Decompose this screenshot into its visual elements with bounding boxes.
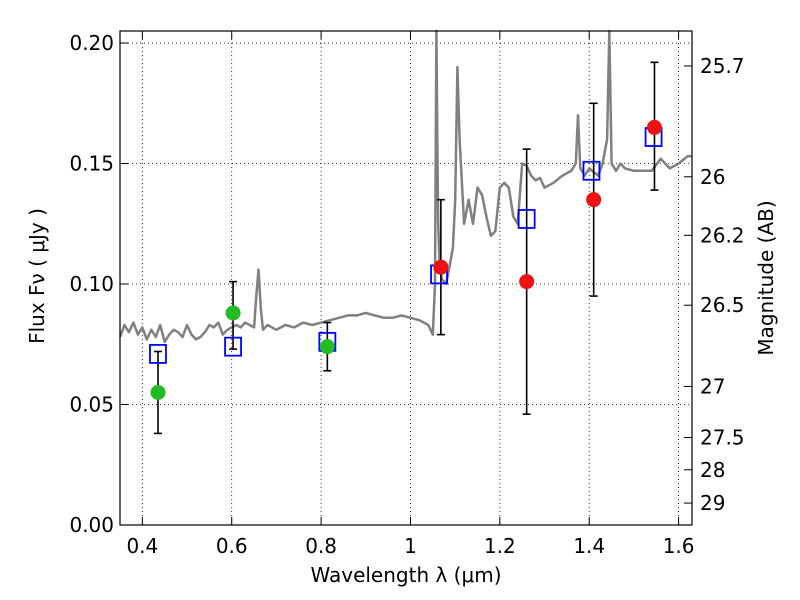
y-tick-label: 0.15 (69, 152, 114, 176)
observed-flux-points (150, 119, 662, 400)
y-axis-ticks: 0.00 0.05 0.10 0.15 0.20 (69, 31, 128, 537)
y-tick-label: 0.10 (69, 272, 114, 296)
model-flux-square (149, 344, 167, 364)
x-axis-ticks: 0.4 0.6 0.8 1 1.2 1.4 1.6 (126, 31, 695, 558)
model-flux-square (582, 160, 601, 181)
y-tick-label: 0.05 (69, 393, 114, 417)
x-tick-label: 0.4 (126, 534, 158, 558)
observed-flux-point (319, 339, 335, 355)
x-tick-label: 1 (404, 534, 417, 558)
magnitude-tick-label: 26 (700, 165, 725, 189)
magnitude-tick-label: 29 (700, 491, 725, 515)
magnitude-axis-ticks: 25.7 26 26.2 26.5 27 27.5 28 29 (684, 54, 745, 515)
observed-flux-point (433, 259, 449, 275)
x-tick-label: 0.8 (305, 534, 337, 558)
grid-lines (120, 31, 692, 526)
magnitude-tick-label: 27.5 (700, 426, 745, 450)
x-tick-label: 1.2 (484, 534, 516, 558)
magnitude-axis-label: Magnitude (AB) (754, 200, 778, 355)
model-flux-square (224, 336, 242, 357)
x-tick-label: 1.6 (663, 534, 695, 558)
error-bars (153, 61, 659, 435)
magnitude-tick-label: 28 (700, 458, 725, 482)
observed-flux-point (150, 384, 166, 400)
y-axis-label: Flux Fν ( μJy ) (25, 208, 49, 344)
plot-frame (119, 30, 693, 526)
observed-flux-point (519, 274, 535, 290)
observed-flux-point (646, 119, 662, 135)
plot-border (119, 30, 693, 526)
magnitude-tick-label: 25.7 (700, 54, 745, 78)
magnitude-tick-label: 26.2 (700, 223, 745, 247)
magnitude-tick-label: 27 (700, 374, 725, 398)
y-tick-label: 0.20 (69, 31, 114, 55)
x-tick-label: 0.6 (216, 534, 248, 558)
x-axis-label: Wavelength λ (μm) (310, 563, 501, 587)
y-tick-label: 0.00 (69, 513, 114, 537)
model-flux-square (517, 209, 536, 229)
magnitude-tick-label: 26.5 (700, 293, 745, 317)
observed-flux-point (225, 305, 241, 321)
spectrum-series (118, 29, 692, 344)
spectrum-line (118, 29, 692, 344)
observed-flux-point (586, 192, 602, 208)
x-tick-label: 1.4 (573, 534, 605, 558)
